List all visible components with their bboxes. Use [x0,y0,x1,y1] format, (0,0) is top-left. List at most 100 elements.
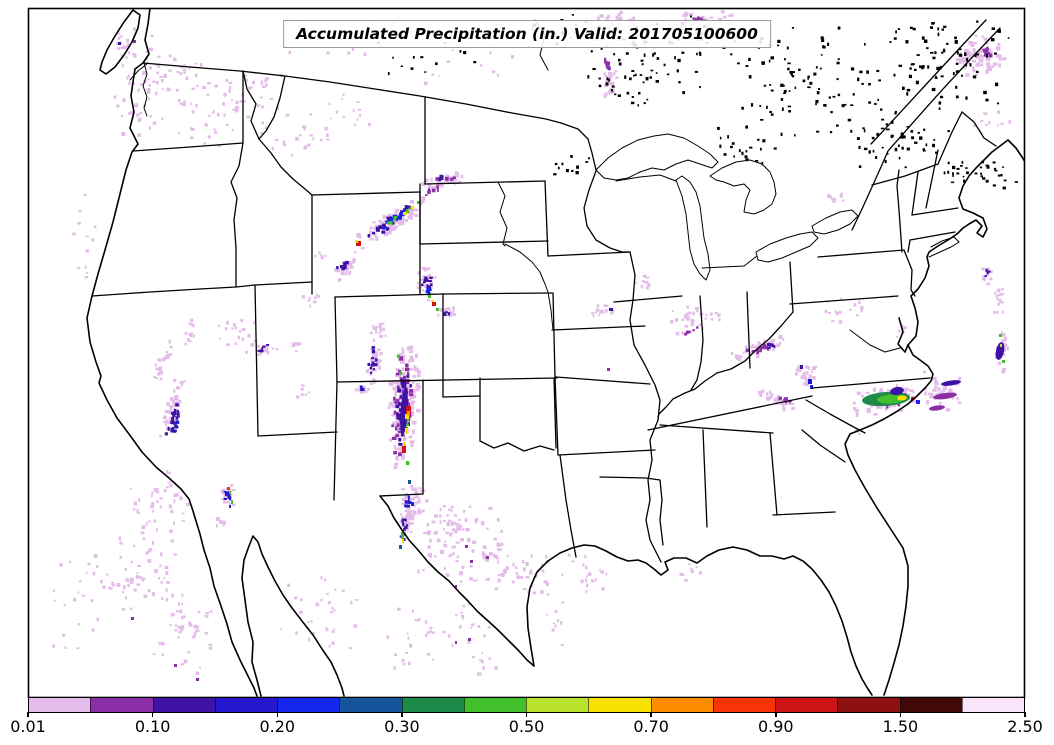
precip-cell [384,215,388,219]
precip-cell [535,574,538,578]
precip-cell [806,371,809,375]
precip-cell [516,575,520,578]
precip-cell [190,323,193,326]
precip-cell [399,449,403,454]
precip-cell [614,70,618,73]
precip-cell [402,436,407,442]
precip-cell [1008,120,1011,124]
lake-speckle [571,14,574,16]
precip-cell [736,356,741,360]
precip-cell [133,501,137,506]
lake-speckle [794,86,797,89]
lake-speckle [733,155,735,158]
precip-core-cell [455,641,457,644]
precip-cell [956,396,959,401]
precip-cell [401,220,404,223]
precip-cell [191,324,195,328]
precip-cell [449,314,453,318]
precip-cell [597,314,600,317]
precip-cell [751,344,755,348]
precip-cell [425,278,429,282]
precip-cell [681,318,685,321]
lake-speckle [649,76,652,79]
precip-cell [710,318,714,321]
precip-cell [228,495,231,499]
precip-cell [159,370,163,374]
precip-cell [223,490,227,493]
precip-cell [296,342,301,346]
precip-cell [595,308,599,312]
precip-cell [599,569,602,572]
precip-cell [860,306,864,310]
precip-cell [404,367,410,372]
precip-cell [77,267,81,270]
precip-cell [994,291,997,296]
precip-cell [642,280,645,282]
precip-cell [411,208,415,213]
lake-speckle [906,126,910,128]
lake-speckle [625,52,629,55]
precip-cell [983,53,988,57]
precip-cell [750,346,755,349]
precip-cell [320,576,323,580]
precip-cell [190,136,194,139]
precip-cell [342,93,345,96]
precip-cell [173,378,177,383]
precip-cell [584,555,587,559]
lake-speckle [755,160,759,162]
precip-cell [401,522,405,526]
precip-cell [971,59,977,63]
precip-cell [325,629,329,632]
precip-cell [354,599,359,601]
precip-cell [411,411,415,416]
colorbar-tick-label: 2.50 [1007,717,1043,736]
precip-cell [396,413,400,417]
precip-cell [168,54,172,58]
precip-cell [764,345,768,349]
precip-cell [132,81,135,85]
precip-cell [388,227,391,231]
precip-cell [378,225,383,229]
precip-core-blob [877,394,905,404]
precip-core-cell [411,206,414,209]
precip-cell [561,601,565,604]
precip-cell [427,545,431,549]
precip-cell [972,66,975,72]
precip-cell [203,142,206,145]
precip-cell [153,376,156,378]
precip-cell [369,366,373,370]
precip-cell [401,385,407,388]
precip-cell [399,214,402,219]
precip-cell [964,60,969,65]
precip-cell [301,125,304,129]
precip-cell [595,311,598,314]
lake-speckle [927,65,930,69]
precip-cell [903,388,908,393]
precip-cell [885,409,888,411]
precip-cell [147,77,150,81]
precip-cell [607,66,611,71]
precip-cell [393,410,397,415]
precip-cell [804,378,808,381]
precip-cell [443,308,447,312]
precip-cell [329,611,334,614]
precip-cell [137,88,140,93]
precip-cell [985,69,989,74]
precip-cell [353,624,358,628]
precip-cell [412,375,417,378]
precip-cell [331,606,334,610]
precip-cell [451,644,454,648]
precip-cell [196,84,199,88]
precip-cell [467,640,471,644]
precip-cell [453,312,456,317]
precip-cell [200,63,203,67]
lake-speckle [986,54,988,58]
precip-cell [165,571,169,576]
precip-cell [794,372,798,376]
lake-speckle [919,65,922,68]
precip-cell [371,349,376,354]
lake-speckle [956,167,960,170]
precip-cell [692,17,696,20]
precip-cell [91,238,95,242]
precip-cell [1001,301,1005,304]
